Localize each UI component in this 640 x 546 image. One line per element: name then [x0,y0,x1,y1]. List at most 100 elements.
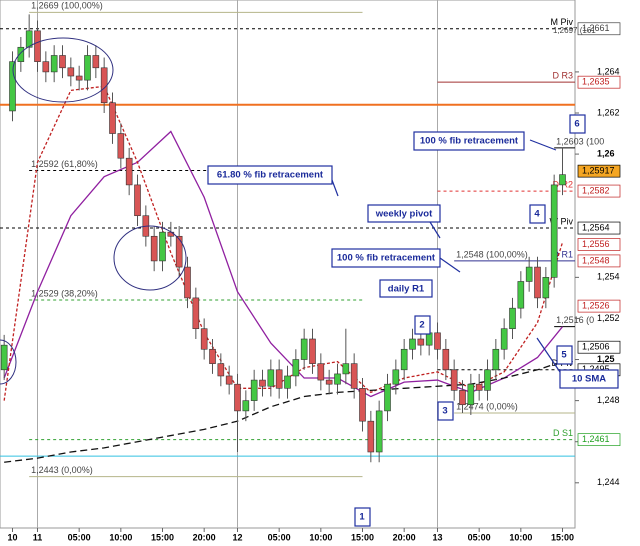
x-tick-label: 05:00 [468,532,491,542]
note-box [367,204,441,223]
arrow [536,337,561,373]
candle-body [242,400,250,412]
candle-body [200,328,208,350]
price-box [577,221,621,235]
level-label: 1,2443 (0,00%) [31,465,93,475]
annotations: 61.80 % fib retracement weekly pivot 100… [0,26,619,527]
note-box [529,204,546,224]
candle-body [517,281,525,309]
candle-body [417,338,425,346]
candle-body [159,231,166,262]
note-box [437,401,454,421]
candle-body [500,328,508,350]
candle-body [25,30,33,48]
candle-body [109,102,116,134]
level-label: 1,2529 (38,20%) [31,288,98,298]
candle-body [550,184,558,278]
x-tick-label: 20:00 [193,532,216,542]
x-tick-label: 15:00 [551,532,574,542]
y-tick-label: 1,262 [597,107,620,117]
level-label: 1,2592 (61,80%) [31,159,98,169]
candle-body [375,410,383,453]
candle-body [475,383,483,391]
candle-body [350,363,358,389]
note-box [207,165,333,185]
candle-body [534,266,541,299]
candle-body [75,75,83,81]
candle-body [450,369,458,391]
fib-label: 1,2697 (161 [553,26,596,35]
candle-body [42,61,50,73]
level-tag: D R3 [552,71,573,81]
x-tick-label: 05:00 [268,532,291,542]
candle-body [9,61,16,112]
x-tick-label: 20:00 [393,532,416,542]
price-box [577,299,621,313]
price-box-label: 1,2661 [582,23,610,33]
y-tick-label: 1,252 [597,313,620,323]
candle-body [250,379,258,401]
candle-body [467,383,475,406]
price-box [577,164,621,178]
x-tick-label: 15:00 [151,532,174,542]
candle-body [442,348,450,371]
price-box [577,238,621,251]
x-tick-label: 10:00 [309,532,332,542]
level-label: 1,2548 (100,00%) [456,249,528,259]
candle-body [384,383,391,412]
level-tag: M Piv [551,17,574,27]
price-box-label: 1,2548 [582,255,610,265]
candle-body [367,420,375,453]
candle-body [209,348,216,364]
candle-body [0,344,8,371]
price-box-label: 1,2556 [582,239,610,249]
price-box-label: 1,2635 [582,77,610,87]
candle-body [284,375,291,389]
candle-body [92,55,100,69]
candle-body [184,266,191,299]
candle-body [267,369,275,387]
x-tick-label: 11 [33,532,43,542]
candle-body [134,184,141,217]
candle-body [34,30,41,62]
note: 5 [561,350,567,361]
y-tick-label: 1,248 [597,395,620,405]
note: 61.80 % fib retracement [217,170,324,181]
candle-body [175,235,183,268]
candle-body [150,235,158,262]
x-tick-label: 15:00 [351,532,374,542]
note: 4 [534,209,540,220]
note: 100 % fib retracement [420,136,519,147]
candle-body [309,338,316,364]
note-box [413,131,525,151]
note-box [414,315,431,335]
y-tick-label: 1,26 [597,148,615,158]
note-box [559,369,619,389]
price-box [577,254,621,268]
note: 3 [442,406,447,417]
candle-body [542,277,550,299]
note-box [569,114,586,134]
candle-body [300,338,308,360]
price-box-label: 1,2526 [582,300,610,310]
candle-body [84,55,91,81]
candle-body [125,157,133,186]
candle-body [525,266,533,282]
ellipse [12,37,114,103]
level-label: 1,2474 (0,00%) [456,401,518,411]
candle-body [392,369,400,385]
candle-body [234,383,241,412]
level-tag: D R1 [552,249,573,259]
note-box [354,507,371,527]
candle-body [67,67,75,77]
x-tick-label: 10:00 [509,532,532,542]
data-layer: 1,2669 (100,00%) M Piv D R3 1,2592 (61,80%)… [0,0,604,528]
level-label: 1,2669 (100,00%) [31,1,103,11]
candle-body [275,369,283,389]
x-tick-label: 13 [432,532,442,542]
price-box [577,75,621,89]
moving-average [4,360,563,463]
candle-body [100,67,108,104]
candle-body [50,55,58,73]
price-box [577,184,621,198]
